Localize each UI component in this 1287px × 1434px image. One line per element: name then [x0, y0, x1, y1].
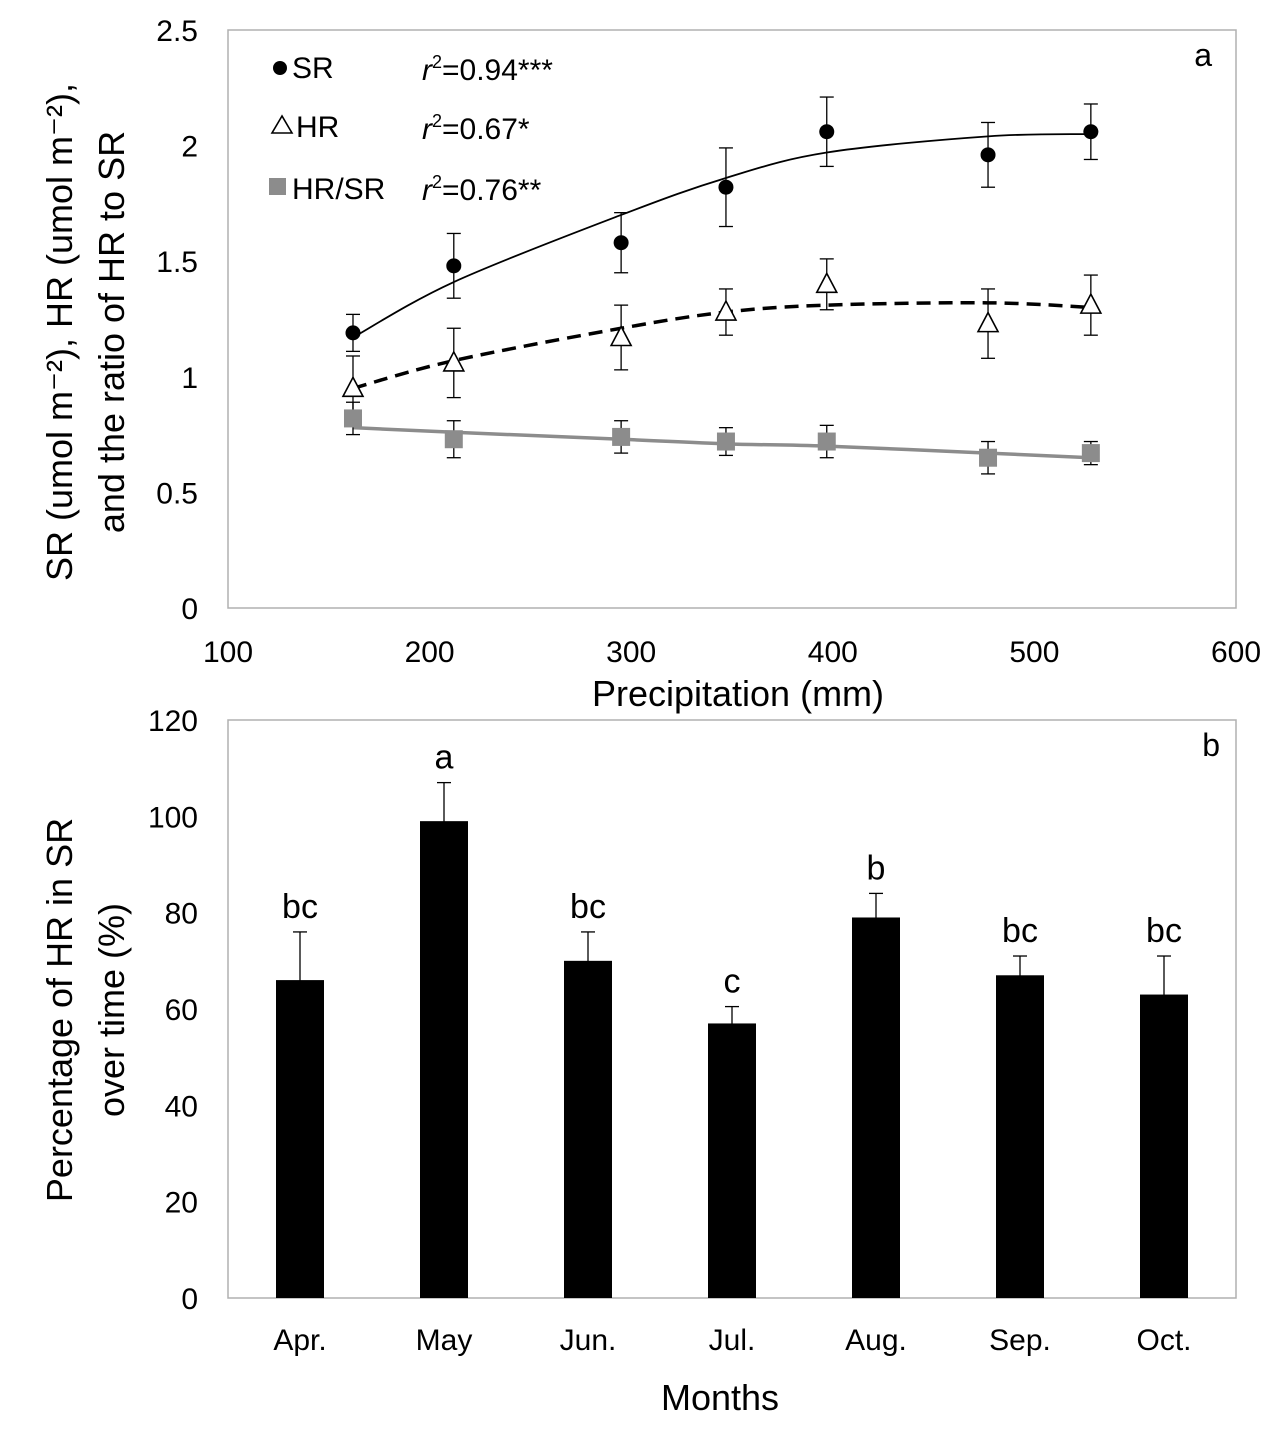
panel-a-x-axis-title: Precipitation (mm) [592, 673, 884, 714]
panel-a-y-tick-label: 2 [181, 131, 198, 164]
significance-letter: bc [1146, 912, 1182, 950]
panel-b-y-tick-label: 80 [165, 898, 198, 931]
hr-point [1079, 292, 1103, 314]
panel-b-significance-letters: bc a bc c b bc bc [282, 739, 1182, 1001]
panel-b-bars [276, 821, 1188, 1298]
panel-a: 0 0.5 1 1.5 2 2.5 100 200 300 400 500 600 a SR r2=… [39, 15, 1261, 714]
hrsr-point [444, 430, 463, 449]
hrsr-point [716, 432, 735, 451]
panel-b-y-tick-label: 40 [165, 1090, 198, 1123]
significance-letter: c [724, 963, 741, 1001]
sr-point [345, 325, 361, 341]
panel-b: 0 20 40 60 80 100 120 bc a bc c b bc bc Apr. May Jun. J… [39, 705, 1237, 1418]
significance-letter: a [435, 739, 454, 777]
legend-sr-label: SR [292, 52, 334, 85]
panel-b-x-tick-label: Sep. [989, 1324, 1051, 1357]
panel-a-x-tick-label: 100 [203, 636, 253, 669]
legend-hrsr-marker [269, 178, 286, 195]
panel-b-x-axis-title: Months [661, 1377, 779, 1418]
panel-a-y-axis-title-line1: SR (umol m⁻²), HR (umol m⁻²), [39, 83, 80, 581]
significance-letter: bc [1002, 912, 1038, 950]
legend-sr-r2: r2=0.94*** [422, 52, 553, 87]
panel-a-label: a [1194, 37, 1212, 73]
panel-b-y-tick-label: 0 [181, 1283, 198, 1316]
legend-hrsr-label: HR/SR [292, 173, 385, 206]
hrsr-point [612, 427, 631, 446]
panel-a-y-tick-label: 0.5 [156, 477, 198, 510]
significance-letter: bc [282, 888, 318, 926]
panel-b-y-tick-labels: 0 20 40 60 80 100 120 [148, 705, 198, 1316]
panel-b-y-tick-label: 100 [148, 801, 198, 834]
panel-b-y-axis-title-line1: Percentage of HR in SR [39, 818, 80, 1202]
legend-hr-marker [270, 114, 294, 134]
panel-a-x-tick-label: 200 [405, 636, 455, 669]
bar-apr [276, 980, 324, 1298]
bar-jul [708, 1023, 756, 1298]
panel-b-x-tick-label: Oct. [1136, 1324, 1191, 1357]
panel-a-y-tick-label: 0 [181, 593, 198, 626]
significance-letter: b [867, 849, 886, 887]
significance-letter: bc [570, 888, 606, 926]
panel-a-y-axis-title-line2: and the ratio of HR to SR [91, 131, 132, 533]
panel-b-y-tick-label: 60 [165, 994, 198, 1027]
hr-point [976, 310, 1000, 333]
hrsr-point [1081, 444, 1100, 463]
panel-b-x-tick-label: Aug. [845, 1324, 907, 1357]
sr-point [980, 147, 996, 163]
hr-point [714, 299, 738, 321]
hr-point [442, 350, 466, 372]
bar-jun [564, 960, 612, 1298]
panel-a-plot-frame [227, 29, 1237, 609]
sr-point [446, 258, 462, 274]
legend-hr-label: HR [296, 111, 339, 144]
panel-a-y-tick-label: 1.5 [156, 246, 198, 279]
bar-oct [1140, 994, 1188, 1298]
panel-b-x-tick-label: Jul. [709, 1324, 756, 1357]
hr-point [341, 375, 365, 398]
hrsr-point [817, 432, 836, 451]
fit-line-0 [352, 133, 1091, 339]
panel-b-x-tick-label: Jun. [560, 1324, 617, 1357]
sr-point [1083, 124, 1099, 140]
panel-a-y-tick-label: 2.5 [156, 15, 198, 48]
panel-a-x-tick-labels: 100 200 300 400 500 600 [203, 636, 1261, 669]
panel-b-x-tick-labels: Apr. May Jun. Jul. Aug. Sep. Oct. [273, 1324, 1191, 1357]
hr-point [815, 271, 839, 294]
bar-may [420, 821, 468, 1298]
panel-a-x-tick-label: 400 [808, 636, 858, 669]
sr-point [718, 179, 734, 195]
panel-b-x-tick-label: May [416, 1324, 473, 1357]
panel-b-error-bars [293, 781, 1171, 1041]
bar-sep [996, 975, 1044, 1298]
hrsr-point [343, 409, 362, 428]
bar-aug [852, 917, 900, 1298]
hr-point [609, 324, 633, 347]
legend-hr-r2: r2=0.67* [422, 111, 530, 146]
panel-a-x-tick-label: 500 [1009, 636, 1059, 669]
panel-b-y-tick-label: 20 [165, 1187, 198, 1220]
panel-a-x-tick-label: 300 [606, 636, 656, 669]
panel-b-x-tick-label: Apr. [273, 1324, 326, 1357]
panel-a-data-points [341, 124, 1103, 467]
panel-a-y-tick-label: 1 [181, 362, 198, 395]
sr-point [613, 235, 629, 251]
legend-sr-marker [273, 61, 287, 75]
panel-b-label: b [1202, 727, 1220, 763]
hrsr-point [979, 448, 998, 467]
panel-b-y-tick-label: 120 [148, 705, 198, 738]
panel-b-y-axis-title-line2: over time (%) [91, 903, 132, 1117]
sr-point [819, 124, 835, 140]
panel-a-y-tick-labels: 0 0.5 1 1.5 2 2.5 [156, 15, 198, 626]
legend-hrsr-r2: r2=0.76** [422, 172, 542, 207]
panel-a-x-tick-label: 600 [1211, 636, 1261, 669]
panel-a-legend: SR r2=0.94*** HR r2=0.67* HR/SR r2=0.76*… [269, 52, 553, 207]
